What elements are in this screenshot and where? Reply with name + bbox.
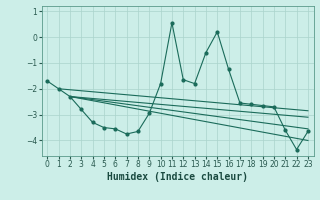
X-axis label: Humidex (Indice chaleur): Humidex (Indice chaleur): [107, 172, 248, 182]
